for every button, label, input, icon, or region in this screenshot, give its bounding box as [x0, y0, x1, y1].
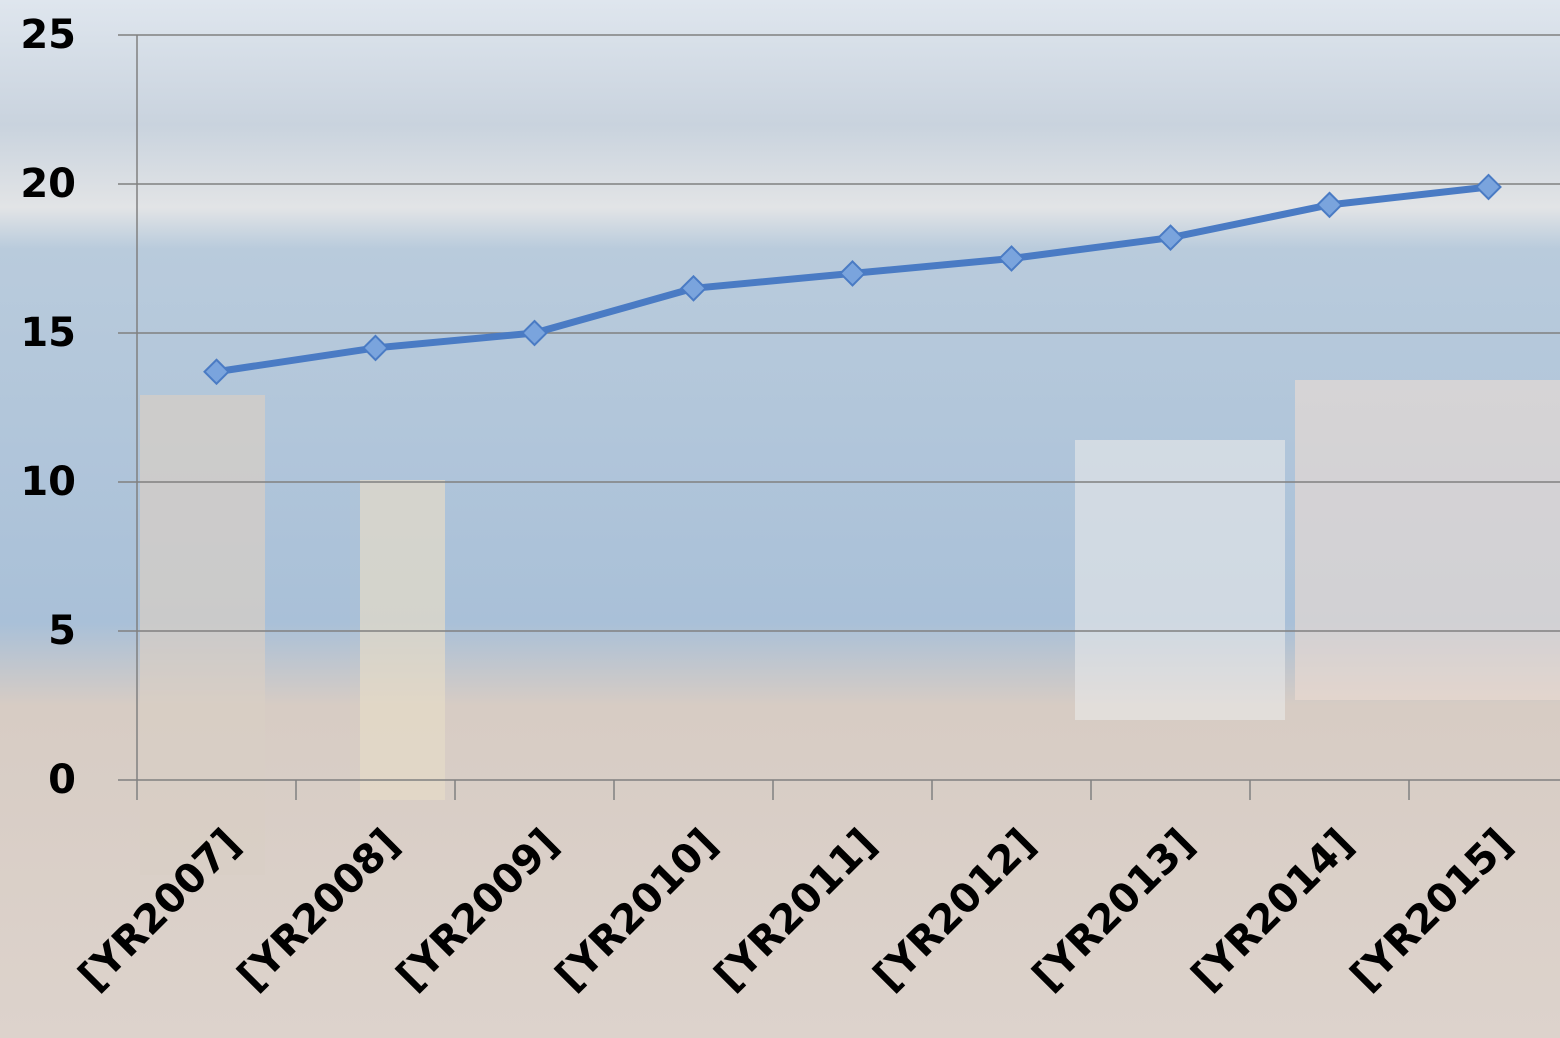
y-tick-label: 20 — [20, 161, 76, 207]
chart: 0510152025[YR2007][YR2008][YR2009][YR201… — [0, 0, 1560, 1038]
y-tick-label: 0 — [48, 757, 76, 803]
y-tick-label: 25 — [20, 12, 76, 58]
y-tick-label: 15 — [20, 310, 76, 356]
building — [1295, 380, 1560, 700]
y-tick-label: 10 — [20, 459, 76, 505]
y-tick-label: 5 — [48, 608, 76, 654]
tower — [360, 480, 445, 800]
tower — [140, 395, 265, 875]
page: {"chart_data": {"type": "line", "categor… — [0, 0, 1560, 1038]
